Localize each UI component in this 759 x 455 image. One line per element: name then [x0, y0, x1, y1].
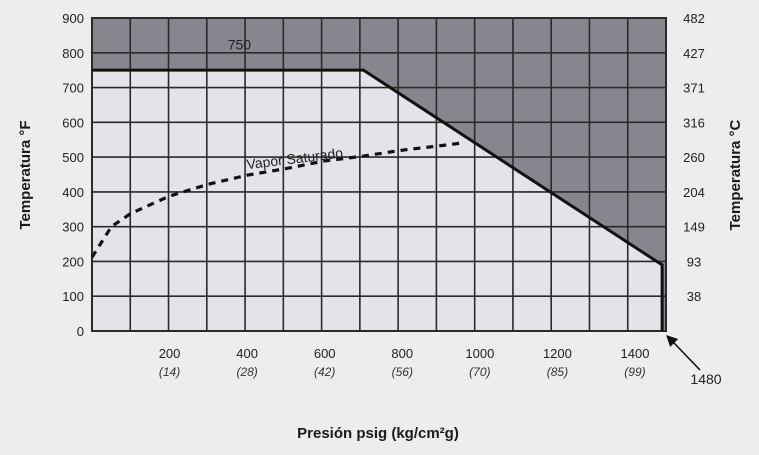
y-axis-left-title: Temperatura °F — [17, 120, 34, 229]
y-left-tick-label: 100 — [62, 289, 84, 304]
x-tick-label: 400 — [236, 346, 258, 361]
y-left-tick-label: 900 — [62, 11, 84, 26]
x-tick-sublabel: (28) — [236, 365, 257, 379]
y-left-tick-label: 700 — [62, 81, 84, 96]
x-tick-sublabel: (99) — [624, 365, 645, 379]
x-tick-sublabel: (56) — [392, 365, 413, 379]
x-tick-label: 1200 — [543, 346, 572, 361]
y-left-tick-label: 200 — [62, 254, 84, 269]
y-left-tick-label: 600 — [62, 115, 84, 130]
y-right-tick-label: 93 — [687, 254, 701, 269]
y-left-tick-label: 400 — [62, 185, 84, 200]
y-right-tick-label: 371 — [683, 81, 705, 96]
series-line-max-temperature — [92, 68, 664, 331]
x-tick-label: 1000 — [465, 346, 494, 361]
y-right-tick-label: 38 — [687, 289, 701, 304]
annotation-750: 750 — [228, 36, 252, 52]
y-axis-right-ticks: 38 93 149 204 260 316 371 427 482 — [683, 11, 705, 304]
y-right-tick-label: 427 — [683, 46, 705, 61]
y-right-tick-label: 316 — [683, 115, 705, 130]
annotation-1480: 1480 — [690, 371, 721, 387]
y-right-tick-label: 260 — [683, 150, 705, 165]
x-tick-label: 800 — [391, 346, 413, 361]
y-axis-left-ticks: 0 100 200 300 400 500 600 700 800 900 — [62, 11, 84, 339]
annotation-arrow-line — [671, 340, 701, 371]
y-right-tick-label: 482 — [683, 11, 705, 26]
y-axis-right-title: Temperatura °C — [727, 119, 744, 230]
y-right-tick-label: 204 — [683, 185, 705, 200]
y-left-tick-label: 800 — [62, 46, 84, 61]
plot-area: Vapor Saturado — [90, 17, 667, 332]
y-left-tick-label: 300 — [62, 220, 84, 235]
x-tick-label: 600 — [314, 346, 336, 361]
y-left-tick-label: 0 — [77, 324, 84, 339]
x-tick-label: 200 — [159, 346, 181, 361]
shaded-region — [92, 18, 666, 331]
x-tick-sublabel: (42) — [314, 365, 335, 379]
x-axis-title: Presión psig (kg/cm²g) — [297, 425, 459, 442]
annotation-arrow-head — [666, 335, 679, 347]
y-right-tick-label: 149 — [683, 220, 705, 235]
x-axis-ticks: 200 (14) 400 (28) 600 (42) 800 (56) 1000 (70) 1200… — [159, 346, 650, 379]
x-tick-label: 1400 — [621, 346, 650, 361]
plot-border — [91, 17, 667, 332]
y-left-tick-label: 500 — [62, 150, 84, 165]
x-tick-sublabel: (14) — [159, 365, 180, 379]
x-tick-sublabel: (70) — [469, 365, 490, 379]
annotations: 750 1480 — [228, 36, 722, 387]
series-line-saturated-vapor — [90, 141, 461, 259]
x-tick-sublabel: (85) — [547, 365, 568, 379]
